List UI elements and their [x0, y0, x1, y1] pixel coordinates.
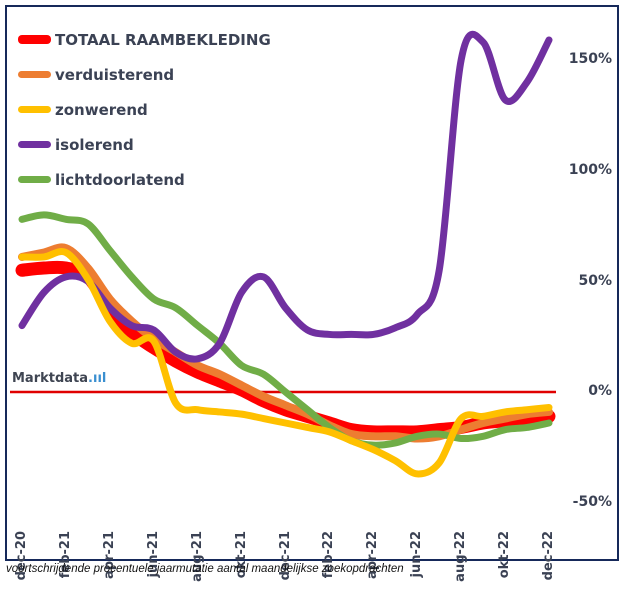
legend-label: verduisterend [55, 65, 175, 84]
x-tick-text: dec-22 [541, 531, 556, 581]
x-tick-label: okt-22 [497, 486, 517, 578]
series-line-verduisterend [18, 243, 553, 443]
marktdata-logo: Marktdata.ııl [12, 371, 106, 386]
series-layer [15, 30, 556, 478]
x-tick-text: jun-21 [145, 531, 161, 578]
legend-item-verduisterend: verduisterend [18, 57, 271, 92]
chart-caption: voortschrijdende procentuele jaarmutatie… [6, 563, 404, 575]
y-tick-label: 50% [578, 273, 612, 289]
legend-label: TOTAAL RAAMBEKLEDING [55, 30, 271, 49]
legend-label: isolerend [55, 135, 134, 154]
x-tick-text: feb-21 [57, 531, 73, 579]
x-tick-text: aug-21 [189, 531, 205, 582]
x-tick-label: apr-22 [365, 486, 385, 579]
legend-swatch [18, 35, 51, 44]
y-tick-label: 150% [568, 51, 612, 67]
x-tick-text: aug-22 [453, 531, 469, 582]
x-tick-label: apr-21 [102, 486, 122, 579]
x-tick-text: feb-22 [321, 531, 337, 579]
x-tick-text: okt-22 [497, 531, 513, 579]
y-tick-label: 100% [568, 162, 612, 178]
x-tick-label: aug-21 [190, 486, 210, 582]
x-tick-label: dec-21 [278, 486, 298, 580]
x-tick-label: okt-21 [234, 486, 254, 578]
x-tick-text: dec-20 [14, 531, 29, 581]
y-tick-label: -50% [572, 494, 612, 510]
legend-item-zonwerend: zonwerend [18, 92, 271, 127]
y-tick-label: 0% [588, 383, 612, 399]
x-tick-text: dec-21 [277, 531, 293, 581]
x-tick-label: dec-22 [541, 486, 561, 580]
x-tick-label: feb-22 [321, 486, 341, 578]
logo-bars-icon: .ııl [88, 371, 107, 386]
legend-swatch [18, 176, 51, 183]
x-tick-text: okt-21 [233, 531, 249, 579]
legend-swatch [18, 106, 51, 113]
x-tick-label: feb-21 [58, 486, 78, 578]
x-tick-label: jun-22 [409, 486, 429, 577]
x-tick-text: jun-22 [409, 531, 425, 578]
x-tick-text: apr-22 [365, 531, 381, 579]
x-tick-text: apr-21 [101, 531, 117, 579]
legend-item-totaal: TOTAAL RAAMBEKLEDING [18, 22, 271, 57]
series-line-zonwerend [18, 248, 553, 478]
x-tick-label: aug-22 [453, 486, 473, 582]
x-tick-label: dec-20 [14, 486, 34, 580]
series-line-lichtdoorlatend [18, 211, 553, 449]
legend-swatch [18, 71, 51, 78]
legend-item-lichtdoorlatend: lichtdoorlatend [18, 162, 271, 197]
logo-text: Marktdata [12, 371, 89, 386]
legend: TOTAAL RAAMBEKLEDING verduisterend zonwe… [18, 22, 271, 197]
legend-label: zonwerend [55, 100, 148, 119]
x-tick-label: jun-21 [146, 486, 166, 577]
legend-item-isolerend: isolerend [18, 127, 271, 162]
legend-label: lichtdoorlatend [55, 170, 185, 189]
series-line-isolerend [18, 30, 553, 363]
legend-swatch [18, 141, 51, 148]
